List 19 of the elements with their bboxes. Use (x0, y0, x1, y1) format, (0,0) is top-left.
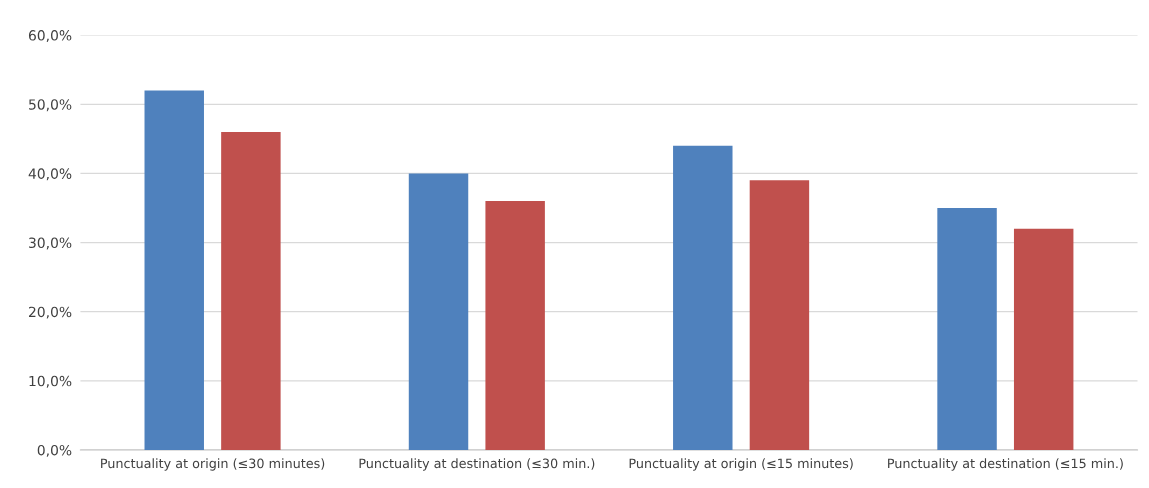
bar (408, 173, 469, 450)
x-tick-label: Punctuality at origin (≤15 minutes) (629, 458, 853, 471)
bar (937, 207, 997, 450)
y-tick-label: 60,0% (28, 30, 72, 43)
y-tick-label: 30,0% (29, 237, 72, 250)
y-tick-label: 50,0% (29, 99, 72, 112)
y-tick-label: 40,0% (28, 168, 72, 181)
y-tick-label: 20,0% (28, 306, 72, 319)
x-tick-label: Punctuality at destination (≤30 min.) (359, 458, 595, 471)
bar (485, 201, 545, 450)
bar (673, 145, 733, 450)
x-tick-label: Punctuality at origin (≤30 minutes) (101, 458, 325, 471)
bar (1013, 228, 1074, 450)
bar (749, 180, 810, 450)
bar (221, 131, 281, 450)
y-tick-label: 0,0% (37, 444, 72, 457)
bar (144, 90, 204, 450)
x-tick-label: Punctuality at destination (≤15 min.) (888, 458, 1123, 471)
y-tick-label: 10,0% (29, 375, 72, 388)
